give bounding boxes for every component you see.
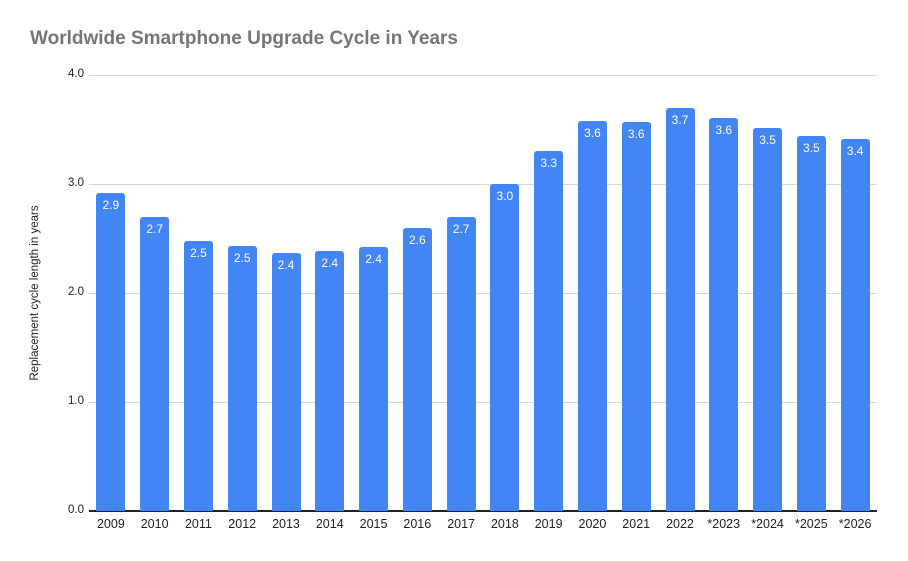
chart-title: Worldwide Smartphone Upgrade Cycle in Ye… — [30, 28, 458, 49]
x-tick-label: 2013 — [272, 517, 300, 531]
x-axis-baseline — [89, 510, 877, 512]
bar-value-label: 2.9 — [102, 197, 120, 212]
bar-value-label: 3.0 — [496, 189, 514, 203]
x-tick-label: 2012 — [228, 517, 257, 531]
y-tick-label: 0.0 — [68, 504, 84, 516]
x-tick-label: 2017 — [447, 517, 475, 531]
y-tick-label: 4.0 — [68, 68, 84, 80]
bar: 3.5 — [753, 128, 783, 511]
x-tick-label: *2024 — [751, 517, 784, 531]
x-tick-label: 2009 — [96, 517, 125, 531]
bar: 2.5 — [183, 240, 213, 511]
bar-value-label: 3.7 — [671, 112, 689, 127]
gridline — [89, 75, 877, 76]
bar: 2.4 — [271, 252, 301, 511]
x-tick-label: 2014 — [315, 517, 344, 531]
bar-value-label: 3.6 — [627, 126, 645, 141]
x-tick-label: *2023 — [707, 517, 741, 531]
x-tick-label: 2011 — [184, 517, 212, 531]
bar-value-label: 2.7 — [146, 221, 163, 236]
bar-value-label: 3.6 — [584, 125, 601, 140]
bar-value-label: 2.4 — [365, 252, 382, 267]
bar: 3.5 — [796, 136, 826, 511]
bar-value-label: 3.4 — [846, 144, 864, 159]
bar: 2.9 — [96, 192, 126, 511]
bar: 2.4 — [359, 247, 389, 511]
gridline — [89, 402, 877, 403]
gridline — [89, 293, 877, 294]
bar: 2.4 — [315, 250, 345, 511]
bar: 2.7 — [140, 216, 170, 511]
x-tick-label: 2020 — [578, 517, 607, 531]
bar-value-label: 2.6 — [408, 232, 426, 247]
bar: 3.6 — [621, 121, 651, 511]
y-tick-label: 1.0 — [68, 395, 84, 407]
y-tick-label: 2.0 — [68, 286, 84, 298]
x-tick-label: 2010 — [140, 517, 169, 531]
y-tick-label: 3.0 — [68, 177, 84, 189]
bar: 3.3 — [534, 151, 564, 511]
x-tick-label: 2016 — [403, 517, 432, 531]
bar: 3.7 — [665, 107, 695, 511]
x-tick-label: 2019 — [534, 517, 563, 531]
gridline — [89, 184, 877, 185]
bar-value-label: 2.5 — [190, 245, 207, 260]
bar-value-label: 2.7 — [452, 221, 470, 236]
bar: 3.6 — [577, 120, 607, 511]
x-tick-label: 2018 — [490, 517, 519, 531]
bar: 3.0 — [490, 184, 520, 511]
plot-area: 2.9 2.7 2.5 2.5 2.4 2.4 2.4 2.6 2.7 3.0 3.3 3.6 3.6 3… — [89, 75, 877, 512]
bar: 2.7 — [446, 216, 476, 511]
bar-value-label: 3.6 — [715, 122, 733, 137]
bar: 2.5 — [227, 246, 257, 511]
x-tick-label: *2026 — [838, 517, 872, 531]
bar-value-label: 2.4 — [277, 257, 295, 272]
bar-value-label: 3.5 — [802, 141, 820, 156]
bar: 3.4 — [840, 139, 870, 511]
bar: 2.6 — [402, 227, 432, 511]
x-tick-label: *2025 — [794, 517, 828, 531]
bar-value-label: 3.5 — [759, 133, 776, 148]
bar-value-label: 2.5 — [233, 251, 251, 266]
bar-value-label: 3.3 — [540, 156, 557, 171]
x-tick-label: 2021 — [622, 517, 651, 531]
x-tick-label: 2015 — [359, 517, 388, 531]
x-tick-label: 2022 — [666, 517, 694, 531]
bar: 3.6 — [709, 117, 739, 511]
bar-value-label: 2.4 — [321, 255, 339, 270]
